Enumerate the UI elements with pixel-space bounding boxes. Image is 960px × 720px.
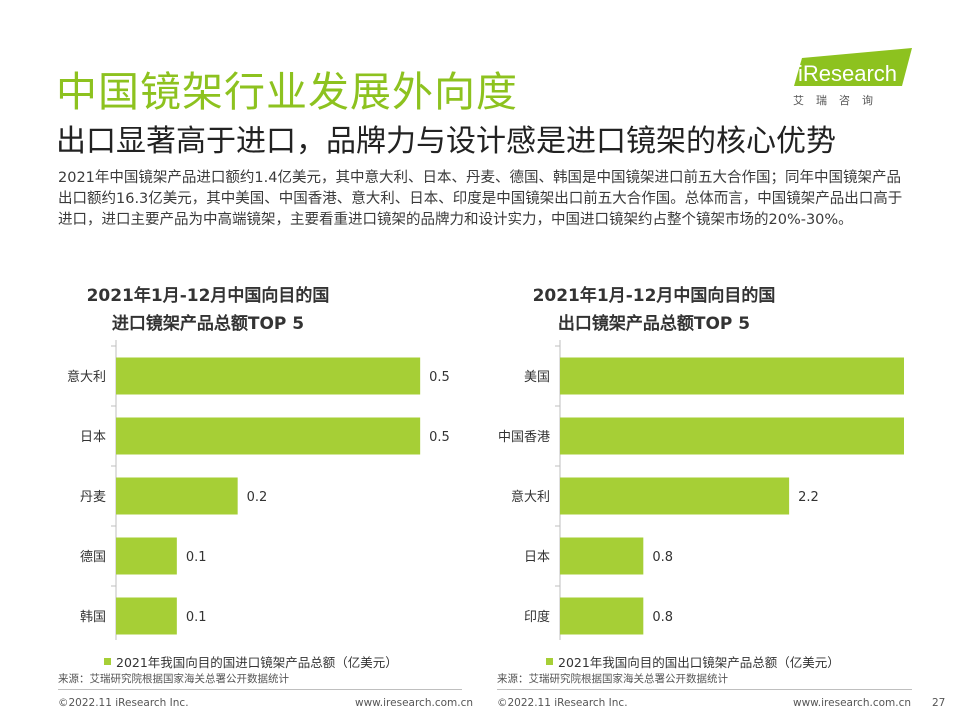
export-bar-1 <box>560 357 904 395</box>
export-category-label-1: 美国 <box>524 370 550 385</box>
export-chart-title-line1: 2021年1月-12月中国向目的国 <box>532 286 776 306</box>
import-category-label-5: 韩国 <box>80 610 106 625</box>
import-chart-title-line1: 2021年1月-12月中国向目的国 <box>86 286 330 306</box>
export-value-label-4: 0.8 <box>652 550 673 565</box>
export-chart-title: 2021年1月-12月中国向目的国 出口镜架产品总额TOP 5 <box>484 282 824 338</box>
export-bar-5 <box>560 597 644 635</box>
import-category-label-2: 日本 <box>80 430 106 445</box>
export-bar-3 <box>560 477 790 515</box>
footer-url-left: www.iresearch.com.cn <box>355 697 474 709</box>
import-value-label-2: 0.5 <box>429 430 450 445</box>
logo-subtitle: 艾瑞咨询 <box>793 94 885 107</box>
legend-swatch-icon <box>546 658 553 665</box>
import-chart-title-line2: 进口镜架产品总额TOP 5 <box>111 314 305 334</box>
import-category-label-1: 意大利 <box>67 369 106 385</box>
page-number: 27 <box>932 697 946 709</box>
footer-divider-right <box>497 689 912 690</box>
iresearch-logo: iResearch <box>794 48 912 86</box>
summary-text: 2021年中国镜架产品进口额约1.4亿美元，其中意大利、日本、丹麦、德国、韩国是… <box>58 170 903 228</box>
export-category-label-2: 中国香港 <box>498 430 550 445</box>
export-legend: 2021年我国向目的国出口镜架产品总额（亿美元） <box>546 652 840 671</box>
footer-divider-left <box>58 689 462 690</box>
import-chart-title: 2021年1月-12月中国向目的国 进口镜架产品总额TOP 5 <box>38 282 378 338</box>
footer-copyright-left: ©2022.11 iResearch Inc. <box>58 697 189 709</box>
import-legend-label: 2021年我国向目的国进口镜架产品总额（亿美元） <box>116 655 398 670</box>
import-bar-1 <box>116 357 421 395</box>
export-category-label-3: 意大利 <box>511 489 550 505</box>
import-source-note: 来源：艾瑞研究院根据国家海关总署公开数据统计 <box>58 673 289 685</box>
footer-url-right: www.iresearch.com.cn <box>793 697 912 709</box>
import-value-label-3: 0.2 <box>247 490 268 505</box>
page-title: 中国镜架行业发展外向度 <box>56 68 518 116</box>
export-chart: 2021年1月-12月中国向目的国 出口镜架产品总额TOP 5 美国3.5中国香… <box>484 282 904 682</box>
import-category-label-4: 德国 <box>80 550 106 565</box>
import-value-label-5: 0.1 <box>186 610 207 625</box>
import-legend: 2021年我国向目的国进口镜架产品总额（亿美元） <box>104 652 398 671</box>
import-value-label-4: 0.1 <box>186 550 207 565</box>
export-chart-title-line2: 出口镜架产品总额TOP 5 <box>557 314 751 334</box>
import-bar-3 <box>116 477 238 515</box>
export-value-label-5: 0.8 <box>652 610 673 625</box>
import-bar-5 <box>116 597 177 635</box>
import-bar-4 <box>116 537 177 575</box>
export-legend-label: 2021年我国向目的国出口镜架产品总额（亿美元） <box>558 655 840 670</box>
import-category-label-3: 丹麦 <box>80 490 106 505</box>
export-bar-2 <box>560 417 904 455</box>
footer-copyright-right: ©2022.11 iResearch Inc. <box>497 697 628 709</box>
import-bar-2 <box>116 417 421 455</box>
logo-brand-text: iResearch <box>798 61 897 86</box>
export-category-label-4: 日本 <box>524 550 550 565</box>
import-bar-chart: 意大利 0.5 日本 0.5 丹麦 0.2 德国 0.1 韩国 0.1 <box>67 340 450 640</box>
export-value-label-3: 2.2 <box>798 490 819 505</box>
import-value-label-1: 0.5 <box>429 370 450 385</box>
page-subtitle: 出口显著高于进口，品牌力与设计感是进口镜架的核心优势 <box>56 124 836 159</box>
export-source-note: 来源：艾瑞研究院根据国家海关总署公开数据统计 <box>497 673 728 685</box>
export-bar-4 <box>560 537 644 575</box>
import-chart: 2021年1月-12月中国向目的国 进口镜架产品总额TOP 5 意大利 0.5 日本… <box>38 282 458 682</box>
export-category-label-5: 印度 <box>524 609 550 625</box>
legend-swatch-icon <box>104 658 111 665</box>
